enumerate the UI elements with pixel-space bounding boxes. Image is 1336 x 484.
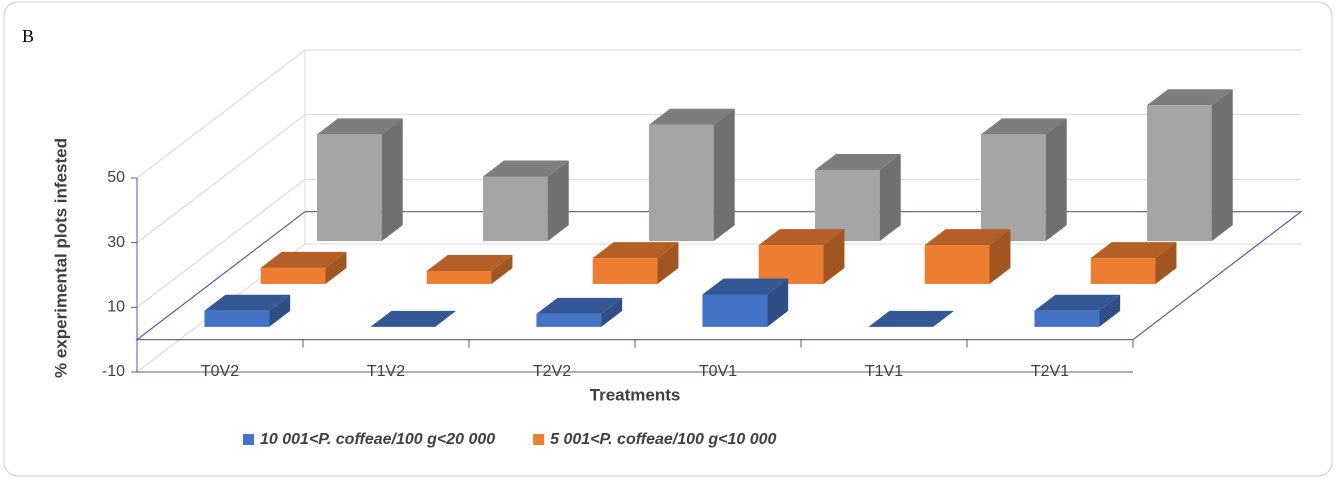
x-tick-label: T0V2 (201, 363, 239, 380)
bar-side (767, 278, 789, 327)
x-tick-label: T1V2 (367, 363, 405, 380)
y-tick-label: 30 (107, 234, 125, 251)
legend-swatch (243, 434, 254, 445)
bar-front (758, 245, 824, 284)
bar-top (1090, 242, 1177, 259)
x-tick-label: T2V2 (533, 363, 571, 380)
bar-top (868, 310, 955, 327)
bar-front (924, 245, 990, 284)
bar-side (1045, 118, 1067, 242)
legend-label: 5 001<P. coffeae/100 g<10 000 (550, 431, 776, 448)
bar-side (491, 255, 513, 284)
bar-top (1034, 294, 1121, 311)
bar-top (204, 294, 291, 311)
bar-side (381, 118, 403, 242)
x-axis-label: Treatments (590, 385, 681, 404)
bar-front (702, 294, 768, 327)
bar-front (648, 124, 714, 242)
bar-side (657, 242, 679, 284)
bar-top (426, 255, 513, 272)
bar-top (924, 229, 1011, 246)
bar-side (713, 108, 735, 242)
y-axis-label: % experimental plots infested (51, 138, 70, 378)
bar-front (592, 258, 658, 284)
bar-top (648, 108, 735, 125)
bar-top (702, 278, 789, 295)
bar-side (1211, 89, 1233, 242)
bar-top (316, 118, 403, 135)
bar-front (814, 169, 880, 242)
legend-label: 10 001<P. coffeae/100 g<20 000 (260, 431, 495, 448)
bar-side (1155, 242, 1177, 284)
bar-front (204, 310, 270, 327)
bar-front (1146, 105, 1212, 242)
bar-front (482, 176, 548, 242)
bar-top (814, 153, 901, 170)
bar-side (879, 153, 901, 242)
bar-side (989, 229, 1011, 284)
x-tick-label: T0V1 (699, 363, 737, 380)
bar-top (980, 118, 1067, 135)
bar-top (758, 229, 845, 246)
bar-front (1034, 310, 1100, 327)
bar-side (269, 294, 291, 327)
bar-front (260, 267, 326, 284)
x-tick-label: T2V1 (1031, 363, 1069, 380)
y-tick-label: 10 (107, 299, 125, 316)
bar-side (1099, 294, 1121, 327)
bar-front (316, 134, 382, 242)
bar-top (260, 251, 347, 268)
bar-side (823, 229, 845, 284)
bar-front (980, 134, 1046, 242)
bar-front (1090, 258, 1156, 284)
legend-swatch (533, 434, 545, 445)
bar-top (482, 160, 569, 177)
bar-top (370, 310, 457, 327)
bar-side (547, 160, 569, 242)
chart-title: B (22, 26, 34, 46)
bar-front (426, 271, 492, 284)
y-tick-label: 50 (107, 169, 125, 186)
bar-front (536, 313, 602, 327)
y-tick-label: -10 (102, 363, 125, 380)
bar-top (1146, 89, 1233, 106)
bar-top (592, 242, 679, 259)
bar-side (601, 297, 623, 327)
bar-side (325, 251, 347, 284)
bar-top (536, 297, 623, 314)
x-tick-label: T1V1 (865, 363, 903, 380)
